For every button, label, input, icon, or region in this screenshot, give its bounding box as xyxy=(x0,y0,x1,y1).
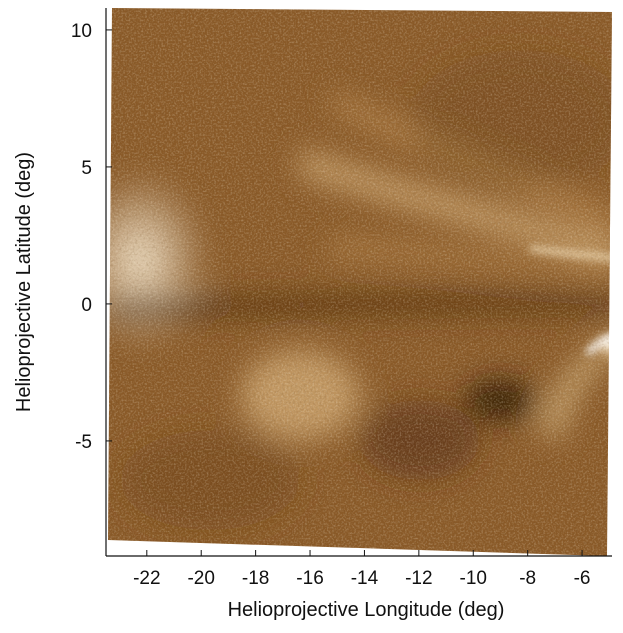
x-tick-label: -10 xyxy=(460,568,487,589)
y-tick-label: 10 xyxy=(71,21,92,42)
y-tick-label: -5 xyxy=(75,432,92,453)
x-tick-label: -6 xyxy=(574,568,591,589)
x-tick-label: -22 xyxy=(133,568,160,589)
y-axis-label: Helioprojective Latitude (deg) xyxy=(13,152,35,412)
coronal-image xyxy=(108,8,612,556)
y-axis-ticks: 10 5 0 -5 xyxy=(71,21,112,453)
image-grain-dark xyxy=(108,8,612,556)
x-tick-label: -16 xyxy=(296,568,323,589)
y-tick-label: 5 xyxy=(81,158,92,179)
x-tick-label: -20 xyxy=(187,568,214,589)
y-tick-label: 0 xyxy=(81,295,92,316)
x-tick-label: -14 xyxy=(351,568,379,589)
x-axis-label: Helioprojective Longitude (deg) xyxy=(228,599,505,621)
x-axis-ticks: -22 -20 -18 -16 -14 -12 -10 -8 -6 xyxy=(133,550,591,589)
x-tick-label: -8 xyxy=(519,568,536,589)
x-tick-label: -12 xyxy=(405,568,432,589)
x-tick-label: -18 xyxy=(242,568,269,589)
